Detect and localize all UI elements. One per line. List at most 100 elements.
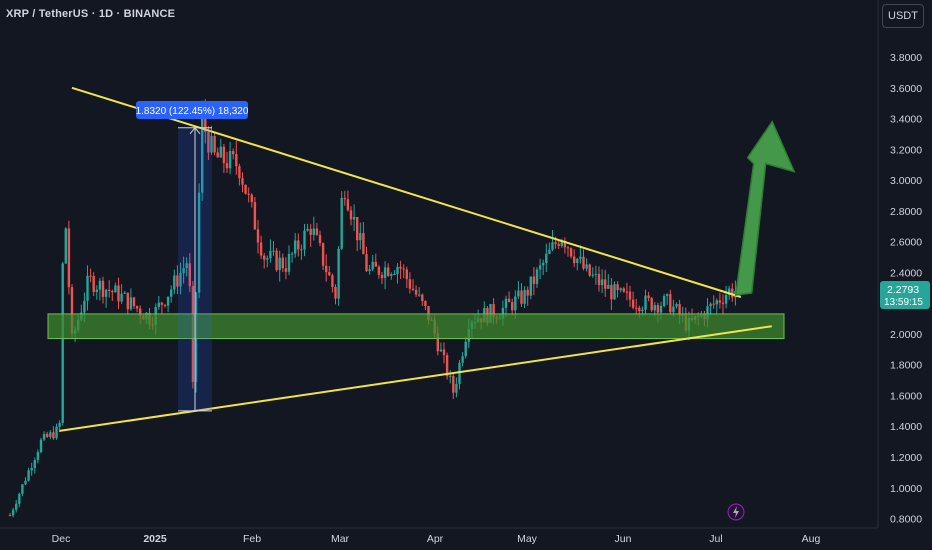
price-tick-label: 1.2000 <box>890 452 922 464</box>
time-tick-label: Mar <box>331 533 350 545</box>
candle-body <box>656 305 660 313</box>
candle-body <box>46 434 49 437</box>
candle-body <box>641 309 644 312</box>
candle-body <box>715 300 718 305</box>
candle-body <box>650 298 653 311</box>
candle-body <box>197 192 201 293</box>
candle-body <box>179 273 182 287</box>
time-axis[interactable]: Dec 2025 Feb Mar Apr May Jun Jul Aug <box>52 533 821 545</box>
candle-body <box>331 275 334 287</box>
measure-label: 1.8320 (122.45%) 18,320 <box>136 106 249 117</box>
candle-body <box>368 269 371 272</box>
candle-body <box>306 228 309 231</box>
candle-body <box>526 289 529 296</box>
candle-body <box>359 233 362 241</box>
candle-body <box>139 308 142 316</box>
candle-body <box>114 285 117 293</box>
candle-body <box>86 275 89 301</box>
candle-body <box>678 304 681 316</box>
candle-body <box>321 243 325 266</box>
candle-body <box>604 279 607 289</box>
candle-body <box>709 303 712 307</box>
support-zone[interactable] <box>47 313 785 340</box>
candle-body <box>216 152 219 158</box>
candle-body <box>573 256 576 264</box>
candle-body <box>554 242 557 244</box>
candle-body <box>328 272 331 276</box>
candle-body <box>201 113 204 193</box>
price-tick-label: 3.8000 <box>890 52 922 64</box>
candle-body <box>464 341 467 357</box>
candle-body <box>566 247 570 249</box>
candle-body <box>579 256 582 259</box>
candle-body <box>58 422 61 427</box>
candle-body <box>408 279 412 289</box>
candle-body <box>83 300 86 313</box>
candle-body <box>157 302 160 307</box>
projection-arrow[interactable] <box>734 120 796 296</box>
measure-arrowhead <box>189 126 201 135</box>
candle-body <box>312 228 315 235</box>
candle-body <box>235 154 238 167</box>
candle-body <box>597 273 601 286</box>
candle-body <box>383 267 387 279</box>
candle-body <box>635 307 638 309</box>
candle-body <box>517 290 520 297</box>
candle-body <box>414 289 418 295</box>
candle-body <box>173 275 176 290</box>
candle-body <box>294 240 297 254</box>
time-tick-label: Jul <box>709 533 722 545</box>
currency-button[interactable]: USDT <box>882 4 924 28</box>
price-axis[interactable]: 3.8000 3.6000 3.4000 3.2000 3.0000 2.8000 2.60… <box>890 52 922 526</box>
candle-body <box>616 284 619 291</box>
candle-body <box>396 266 399 274</box>
candle-body <box>132 297 136 307</box>
candle-body <box>92 275 95 293</box>
candle-body <box>374 261 377 267</box>
candle-body <box>120 293 123 302</box>
candle-body <box>89 275 92 277</box>
candle-body <box>163 304 167 306</box>
candle-body <box>569 248 573 257</box>
candle-body <box>70 287 74 334</box>
price-tick-label: 1.6000 <box>890 390 922 402</box>
candle-body <box>712 303 715 305</box>
candle-body <box>576 258 579 264</box>
candle-body <box>278 257 281 271</box>
time-tick-label: Jun <box>615 533 632 545</box>
lightning-icon[interactable] <box>727 503 745 521</box>
candle-body <box>281 257 284 269</box>
candle-body <box>27 470 30 481</box>
candle-body <box>334 286 337 299</box>
time-tick-label: Aug <box>802 533 821 545</box>
candle-body <box>247 193 250 195</box>
last-price-value: 2.2793 <box>887 284 919 296</box>
candle-body <box>380 274 384 279</box>
candle-body <box>625 291 629 293</box>
candle-body <box>117 285 120 302</box>
candles-layer <box>8 99 737 518</box>
candle-body <box>123 292 126 294</box>
candle-body <box>182 268 185 274</box>
candle-body <box>325 265 328 273</box>
descending-trendline[interactable] <box>71 86 742 298</box>
ascending-trendline[interactable] <box>59 325 772 432</box>
candle-body <box>287 253 291 272</box>
candle-body <box>662 296 666 306</box>
candle-body <box>724 294 728 304</box>
candle-body <box>300 249 303 251</box>
candle-body <box>560 240 563 246</box>
candle-body <box>275 250 278 271</box>
candle-body <box>170 289 173 297</box>
candle-body <box>250 194 253 203</box>
candle-body <box>461 356 464 363</box>
candle-body <box>269 250 272 259</box>
candle-body <box>728 288 731 295</box>
candle-body <box>49 432 52 437</box>
price-tick-label: 3.0000 <box>890 175 922 187</box>
candle-body <box>24 480 27 485</box>
candle-body <box>232 151 235 155</box>
candle-body <box>61 263 64 423</box>
